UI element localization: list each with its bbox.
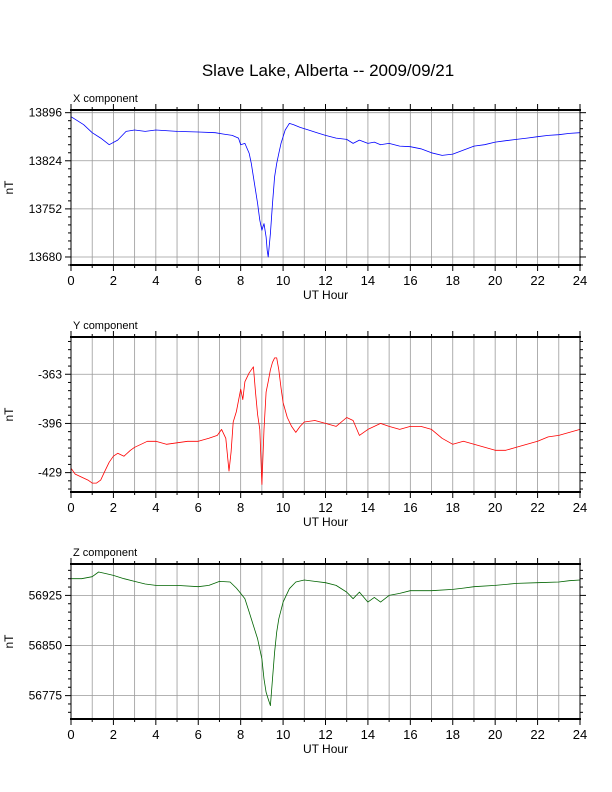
x-tick-label: 18: [446, 500, 460, 515]
x-tick-label: 4: [152, 727, 159, 742]
x-tick-label: 20: [488, 727, 502, 742]
x-tick-label: 2: [110, 500, 117, 515]
x-tick-label: 6: [195, 727, 202, 742]
x-tick-label: 6: [195, 273, 202, 288]
data-line-2: [70, 357, 581, 485]
x-tick-label: 12: [318, 273, 332, 288]
panel-label: Y component: [73, 320, 138, 332]
y-axis-label: nT: [2, 407, 16, 422]
x-tick-label: 0: [67, 727, 74, 742]
x-tick-label: 4: [152, 500, 159, 515]
x-tick-label: 20: [488, 500, 502, 515]
x-tick-label: 22: [530, 727, 544, 742]
x-tick-label: 8: [237, 273, 244, 288]
x-axis-label: UT Hour: [303, 515, 348, 529]
x-tick-label: 10: [276, 727, 290, 742]
x-tick-label: 24: [573, 273, 587, 288]
x-tick-label: 10: [276, 273, 290, 288]
y-tick-label: 13752: [29, 202, 63, 216]
panel-1: 0 2 4 6 8 10 12 14 16 18 20 22 241368013752138241389…: [2, 93, 587, 302]
x-tick-label: 16: [403, 500, 417, 515]
x-tick-label: 20: [488, 273, 502, 288]
y-tick-label: 56925: [29, 588, 63, 602]
y-tick-label: 13896: [29, 106, 63, 120]
x-axis-label: UT Hour: [303, 742, 348, 756]
x-tick-label: 8: [237, 500, 244, 515]
x-tick-label: 10: [276, 500, 290, 515]
data-line-1: [70, 116, 581, 258]
x-tick-label: 8: [237, 727, 244, 742]
x-tick-label: 0: [67, 500, 74, 515]
panel-label: X component: [73, 93, 138, 105]
x-tick-label: 6: [195, 500, 202, 515]
x-axis-label: UT Hour: [303, 288, 348, 302]
data-line-3: [71, 571, 581, 706]
y-axis-label: nT: [2, 180, 16, 195]
panel-label: Z component: [73, 547, 137, 559]
x-tick-label: 14: [361, 500, 375, 515]
x-tick-label: 14: [361, 273, 375, 288]
x-tick-label: 22: [530, 273, 544, 288]
x-tick-label: 12: [318, 727, 332, 742]
x-tick-label: 14: [361, 727, 375, 742]
chart-title: Slave Lake, Alberta -- 2009/09/21: [202, 61, 454, 80]
y-tick-label: -396: [38, 416, 62, 430]
x-tick-label: 0: [67, 273, 74, 288]
x-tick-label: 18: [446, 273, 460, 288]
x-tick-label: 12: [318, 500, 332, 515]
y-tick-label: 56775: [29, 689, 63, 703]
x-tick-label: 2: [110, 273, 117, 288]
x-tick-label: 16: [403, 727, 417, 742]
y-tick-label: -429: [38, 466, 62, 480]
y-tick-label: -363: [38, 367, 62, 381]
x-tick-label: 24: [573, 727, 587, 742]
x-tick-label: 16: [403, 273, 417, 288]
x-tick-label: 22: [530, 500, 544, 515]
y-tick-label: 13680: [29, 250, 63, 264]
x-tick-label: 2: [110, 727, 117, 742]
y-tick-label: 56850: [29, 639, 63, 653]
x-tick-label: 4: [152, 273, 159, 288]
x-tick-label: 24: [573, 500, 587, 515]
x-tick-label: 18: [446, 727, 460, 742]
y-axis-label: nT: [2, 634, 16, 649]
y-tick-label: 13824: [29, 154, 63, 168]
